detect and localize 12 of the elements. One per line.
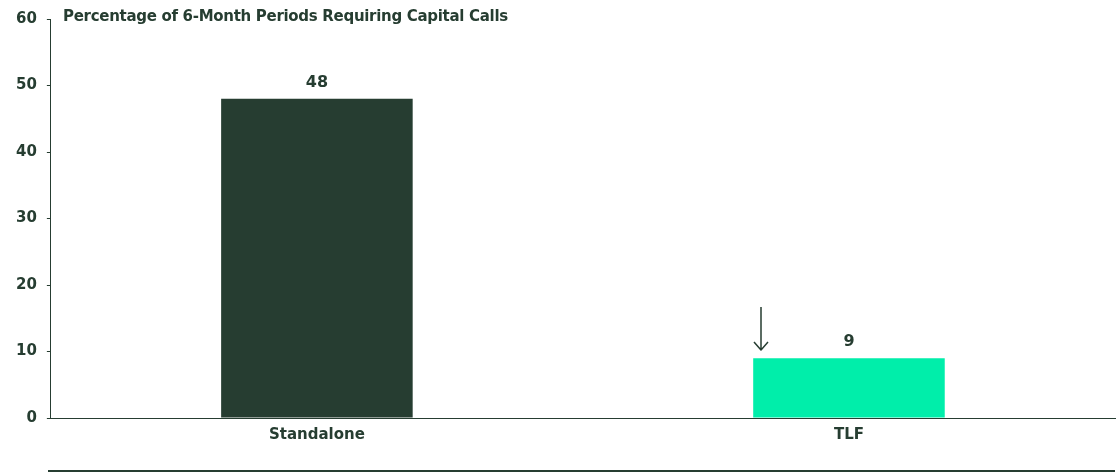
y-tick-label: 20 bbox=[16, 274, 37, 293]
y-tick-label: 30 bbox=[16, 208, 37, 227]
data-label: 48 bbox=[305, 71, 329, 91]
x-tick-label: TLF bbox=[833, 424, 864, 443]
chart-title: Percentage of 6-Month Periods Requiring Capital Calls bbox=[63, 7, 508, 25]
x-tick-label: Standalone bbox=[268, 424, 365, 443]
y-tick-label: 40 bbox=[16, 141, 37, 160]
data-label: 9 bbox=[843, 331, 855, 351]
y-tick-label: 50 bbox=[16, 75, 37, 94]
y-tick-label: 10 bbox=[16, 341, 37, 360]
y-tick-label: 0 bbox=[26, 407, 37, 426]
y-tick-label: 60 bbox=[16, 8, 37, 27]
